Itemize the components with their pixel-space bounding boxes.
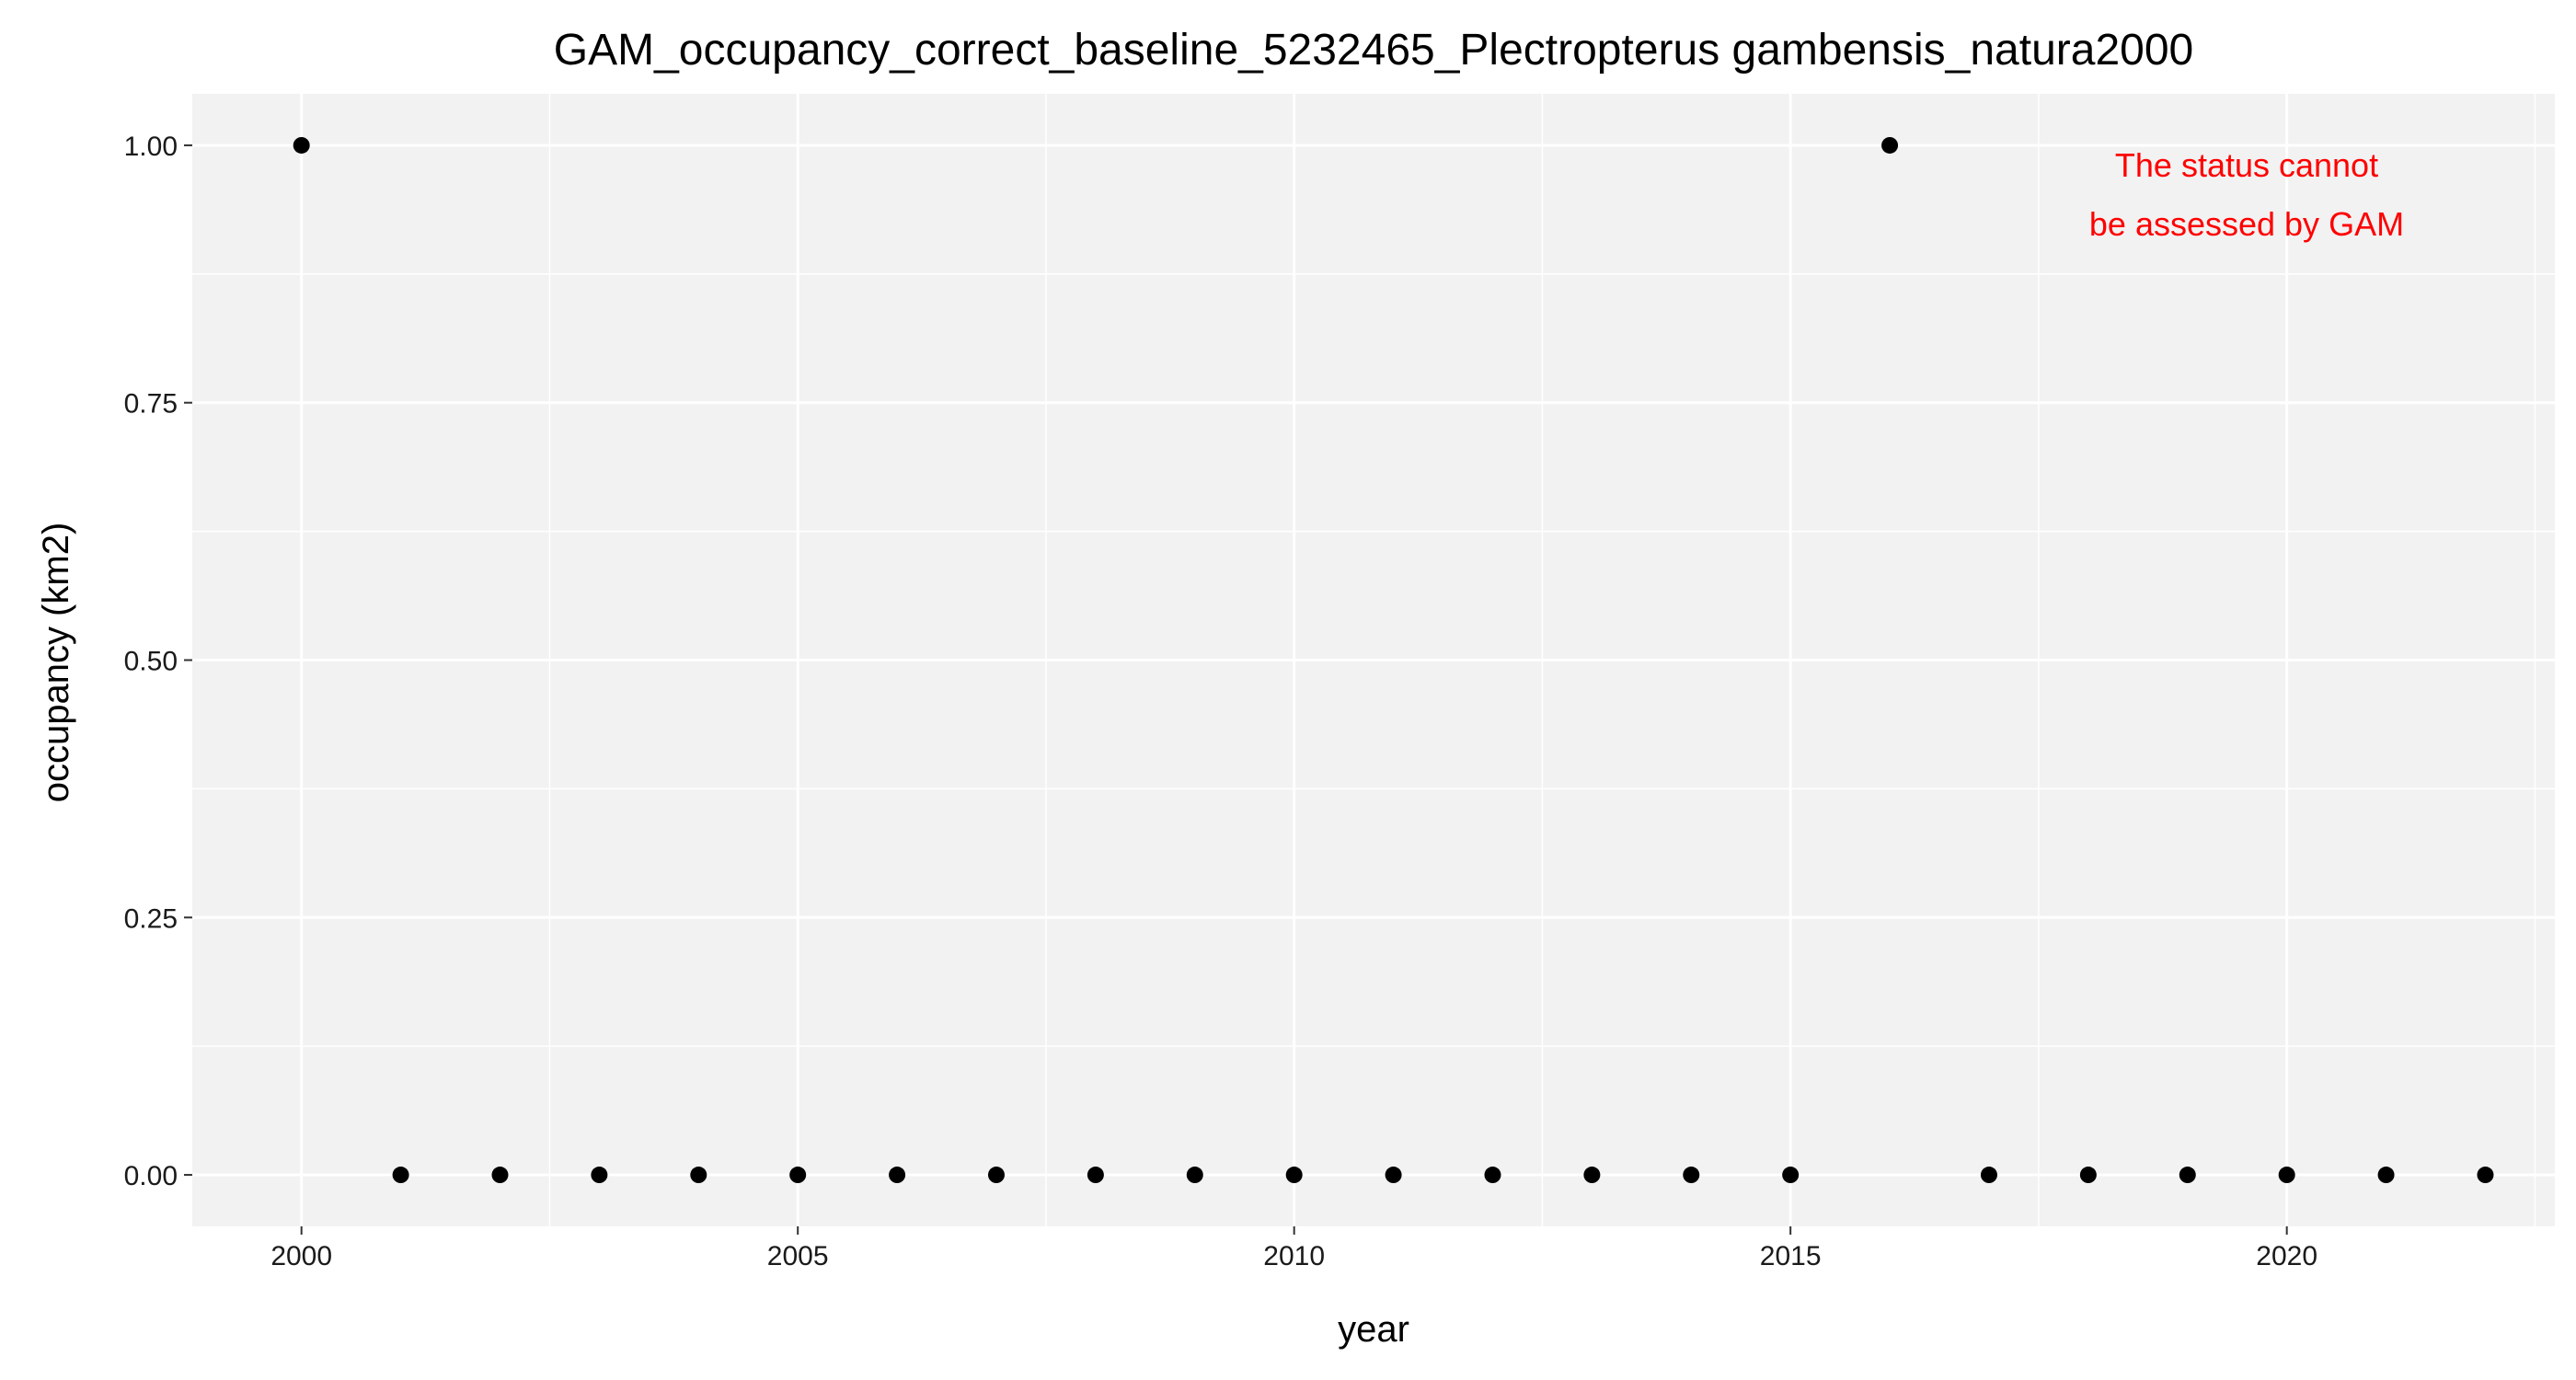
annotation-line: The status cannot	[2115, 146, 2378, 184]
x-tick-label: 2000	[270, 1241, 332, 1271]
y-tick-label: 0.50	[124, 647, 178, 677]
data-point	[889, 1167, 906, 1184]
data-point	[2278, 1167, 2295, 1184]
data-point	[1385, 1167, 1402, 1184]
data-point	[2477, 1167, 2494, 1184]
y-axis-title: occupancy (km2)	[36, 523, 76, 803]
data-point	[1782, 1167, 1800, 1184]
y-tick-label: 1.00	[124, 132, 178, 162]
grid-lines	[192, 94, 2555, 1226]
annotation-line: be assessed by GAM	[2089, 205, 2404, 243]
data-point	[1285, 1167, 1303, 1184]
data-point	[1186, 1167, 1203, 1184]
data-point	[392, 1167, 409, 1184]
data-point	[2179, 1167, 2196, 1184]
data-point	[789, 1167, 807, 1184]
axes: 2000 2005 2010 2015 2020 0.00 0.25 0.50 0.75 1.00	[124, 132, 2317, 1271]
data-point	[491, 1167, 509, 1184]
data-point	[591, 1167, 608, 1184]
annotation: The status cannot be assessed by GAM	[2089, 146, 2404, 243]
data-points	[293, 136, 2494, 1184]
data-point	[690, 1167, 707, 1184]
y-tick-label: 0.25	[124, 903, 178, 934]
data-point	[1683, 1167, 1700, 1184]
x-tick-label: 2015	[1760, 1241, 1822, 1271]
x-tick-label: 2020	[2256, 1241, 2317, 1271]
y-tick-label: 0.00	[124, 1161, 178, 1191]
data-point	[293, 136, 310, 154]
x-tick-label: 2005	[767, 1241, 829, 1271]
data-point	[2079, 1167, 2097, 1184]
x-tick-label: 2010	[1263, 1241, 1325, 1271]
chart-title: GAM_occupancy_correct_baseline_5232465_P…	[554, 26, 2194, 75]
data-point	[1087, 1167, 1104, 1184]
data-point	[987, 1167, 1005, 1184]
data-point	[1484, 1167, 1501, 1184]
x-axis-title: year	[1338, 1309, 1409, 1350]
y-tick-label: 0.75	[124, 389, 178, 420]
data-point	[1583, 1167, 1601, 1184]
data-point	[1881, 136, 1899, 154]
data-point	[1980, 1167, 1997, 1184]
data-point	[2377, 1167, 2395, 1184]
